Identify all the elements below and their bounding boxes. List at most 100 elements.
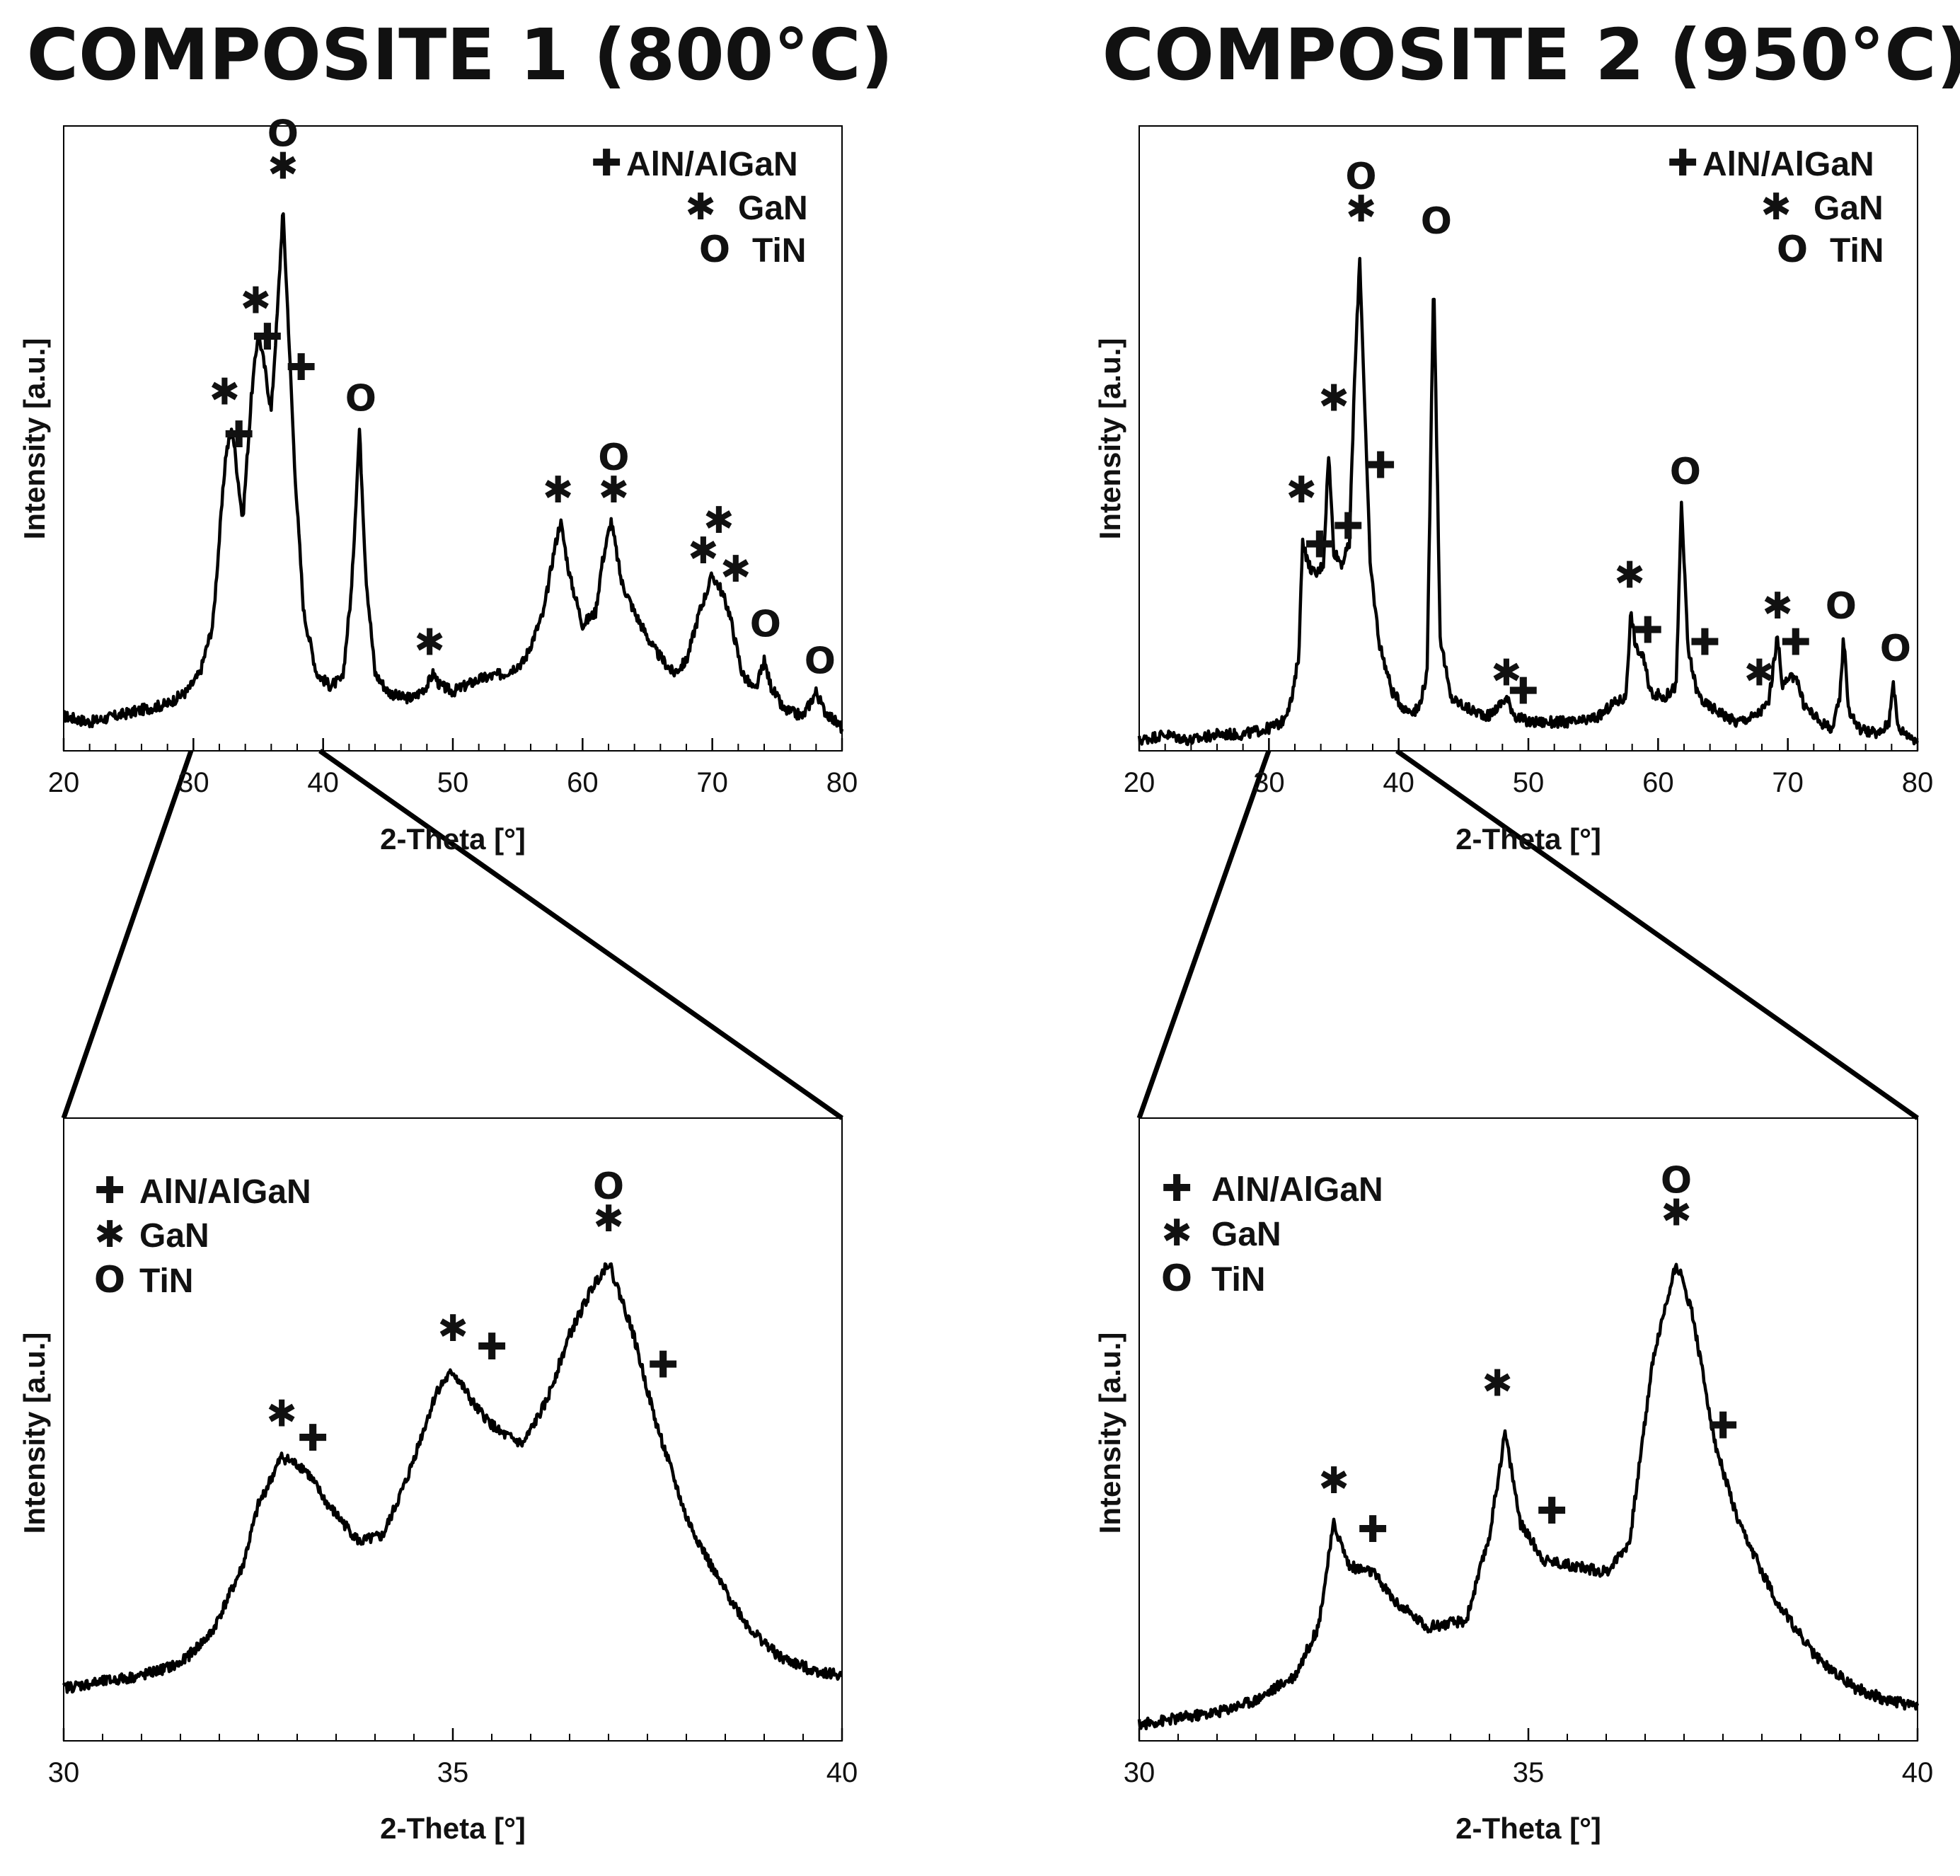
legend-label-aln: AlN/AlGaN: [1211, 1171, 1383, 1209]
x-axis-label: 2-Theta [°]: [380, 1812, 526, 1845]
peak-marker: ✚: [252, 316, 283, 359]
x-axis-ticks: 20 30 40 50 60 70 80: [48, 738, 858, 798]
x-axis-ticks: 20 30 40 50 60 70 80: [1124, 738, 1934, 798]
peak-marker: O: [1661, 1160, 1692, 1202]
legend-marker-aln: ✚: [1161, 1168, 1192, 1210]
peak-marker: ✚: [286, 347, 317, 389]
legend-label-tin: TiN: [1211, 1261, 1265, 1299]
y-axis-label: Intensity [a.u.]: [1093, 1333, 1126, 1534]
peak-marker: ✚: [1508, 671, 1539, 713]
legend: ✚ AlN/AlGaN ✱ GaN O TiN: [591, 142, 807, 271]
legend: ✚ AlN/AlGaN ✱ GaN O TiN: [1667, 142, 1884, 271]
peak-marker: ✱: [1318, 377, 1349, 420]
x-tick-label: 60: [1642, 767, 1674, 798]
x-tick-label: 40: [1383, 767, 1414, 798]
plot-area: ✱✚✱✚O✱✚O✱✱O✱✱✱✱OO: [62, 113, 844, 735]
series-line: [62, 212, 844, 735]
x-axis-label: 2-Theta [°]: [380, 822, 526, 856]
x-tick-label: 40: [307, 767, 339, 798]
peak-marker: O: [593, 1166, 624, 1208]
plot-area: ✱✚✱✚O✱✚: [62, 1166, 843, 1694]
peak-marker: ✱: [209, 372, 241, 414]
peak-marker: ✱: [1744, 652, 1775, 695]
peak-marker: ✚: [1357, 1509, 1388, 1551]
legend-label-tin: TiN: [139, 1262, 193, 1300]
peak-marker: ✱: [1318, 1460, 1349, 1502]
legend-marker-tin: O: [699, 229, 730, 271]
series-line: [1137, 257, 1919, 747]
title-composite-1: COMPOSITE 1 (800°C): [27, 13, 894, 96]
legend-marker-tin: O: [94, 1259, 125, 1301]
x-tick-label: 30: [48, 1757, 80, 1788]
peak-marker: ✚: [1304, 524, 1335, 566]
x-tick-label: 80: [826, 767, 858, 798]
legend-marker-aln: ✚: [1667, 142, 1698, 185]
peak-marker: O: [1345, 156, 1376, 198]
zoom-connector-left-2: [1136, 749, 1272, 1120]
legend-label-gan: GaN: [1211, 1216, 1281, 1253]
peak-marker: ✚: [1780, 622, 1811, 664]
peak-marker: O: [750, 604, 781, 646]
peak-marker: ✱: [593, 1198, 624, 1241]
legend-label-gan: GaN: [738, 190, 808, 227]
legend-label-gan: GaN: [139, 1217, 209, 1255]
x-tick-label: 50: [1513, 767, 1545, 798]
peak-marker: ✚: [1365, 444, 1396, 487]
peak-marker: ✱: [599, 469, 630, 512]
x-tick-label: 80: [1902, 767, 1934, 798]
chart-composite-1-zoom: 30 35 40 ✱✚✱ ✚O✱✚ 2-Theta [°] Intensity [a.…: [18, 1117, 858, 1845]
peak-marker: ✱: [267, 145, 299, 188]
x-tick-label: 20: [48, 767, 80, 798]
x-tick-label: 30: [178, 767, 209, 798]
plot-area: ✱✚✱✚O✱✚O✱✚✱✚O✚✱✱✚OO: [1137, 156, 1919, 747]
peak-marker: ✚: [1707, 1405, 1739, 1448]
peak-marker: ✱: [1346, 188, 1377, 231]
peak-marker: O: [267, 113, 299, 155]
legend-marker-tin: O: [1777, 229, 1808, 271]
peak-marker: ✱: [266, 1393, 297, 1435]
x-tick-label: 70: [696, 767, 728, 798]
peak-marker: ✱: [1661, 1192, 1692, 1235]
y-axis-label: Intensity [a.u.]: [18, 338, 51, 540]
chart-composite-2-zoom: 30 35 40 ✱✚✱✚O✱✚ 2-Theta [°] Intensity [a.…: [1093, 1117, 1933, 1845]
zoom-connector-left-1: [61, 749, 194, 1120]
x-tick-label: 30: [1253, 767, 1285, 798]
x-tick-label: 30: [1124, 1757, 1155, 1788]
peak-marker: ✚: [647, 1345, 679, 1387]
peak-marker: ✚: [1536, 1490, 1567, 1533]
peak-marker: O: [598, 437, 629, 479]
legend-marker-tin: O: [1161, 1258, 1192, 1300]
peak-marker: O: [805, 640, 836, 682]
peak-marker: O: [1670, 451, 1701, 493]
x-tick-label: 50: [437, 767, 469, 798]
title-composite-2: COMPOSITE 2 (950°C): [1102, 13, 1960, 96]
legend-label-tin: TiN: [752, 232, 806, 270]
x-tick-label: 20: [1124, 767, 1155, 798]
peak-marker: ✱: [1482, 1362, 1513, 1405]
legend-marker-gan: ✱: [1760, 186, 1792, 229]
peak-marker: ✚: [224, 414, 255, 456]
x-tick-label: 35: [437, 1757, 469, 1788]
chart-composite-2-full: 20 30 40 50 60 70 80 ✱✚✱✚O✱✚O✱✚✱✚O✚✱✱✚OO 2-The…: [1093, 125, 1934, 856]
peak-marker: ✱: [437, 1308, 468, 1350]
zoom-connector-right-1: [318, 749, 844, 1120]
peak-marker: ✱: [1762, 585, 1793, 628]
legend-marker-gan: ✱: [685, 186, 716, 229]
peak-marker: ✱: [703, 500, 734, 542]
x-tick-label: 70: [1772, 767, 1804, 798]
y-axis-label: Intensity [a.u.]: [18, 1333, 51, 1534]
x-axis-label: 2-Theta [°]: [1455, 1812, 1601, 1845]
legend: ✚ AlN/AlGaN ✱ GaN O TiN: [1161, 1168, 1383, 1300]
peak-marker: ✱: [1491, 652, 1522, 695]
legend-label-aln: AlN/AlGaN: [139, 1173, 311, 1211]
legend-label-aln: AlN/AlGaN: [1702, 146, 1874, 183]
x-axis-label: 2-Theta [°]: [1455, 822, 1601, 856]
series-line: [1137, 1262, 1920, 1731]
x-axis-ticks: 30 35 40: [48, 1728, 858, 1788]
legend-marker-aln: ✚: [591, 142, 622, 185]
zoom-connector-right-2: [1395, 749, 1920, 1120]
legend-marker-aln: ✚: [94, 1170, 125, 1212]
legend: ✚ AlN/AlGaN ✱ GaN O TiN: [94, 1170, 311, 1301]
